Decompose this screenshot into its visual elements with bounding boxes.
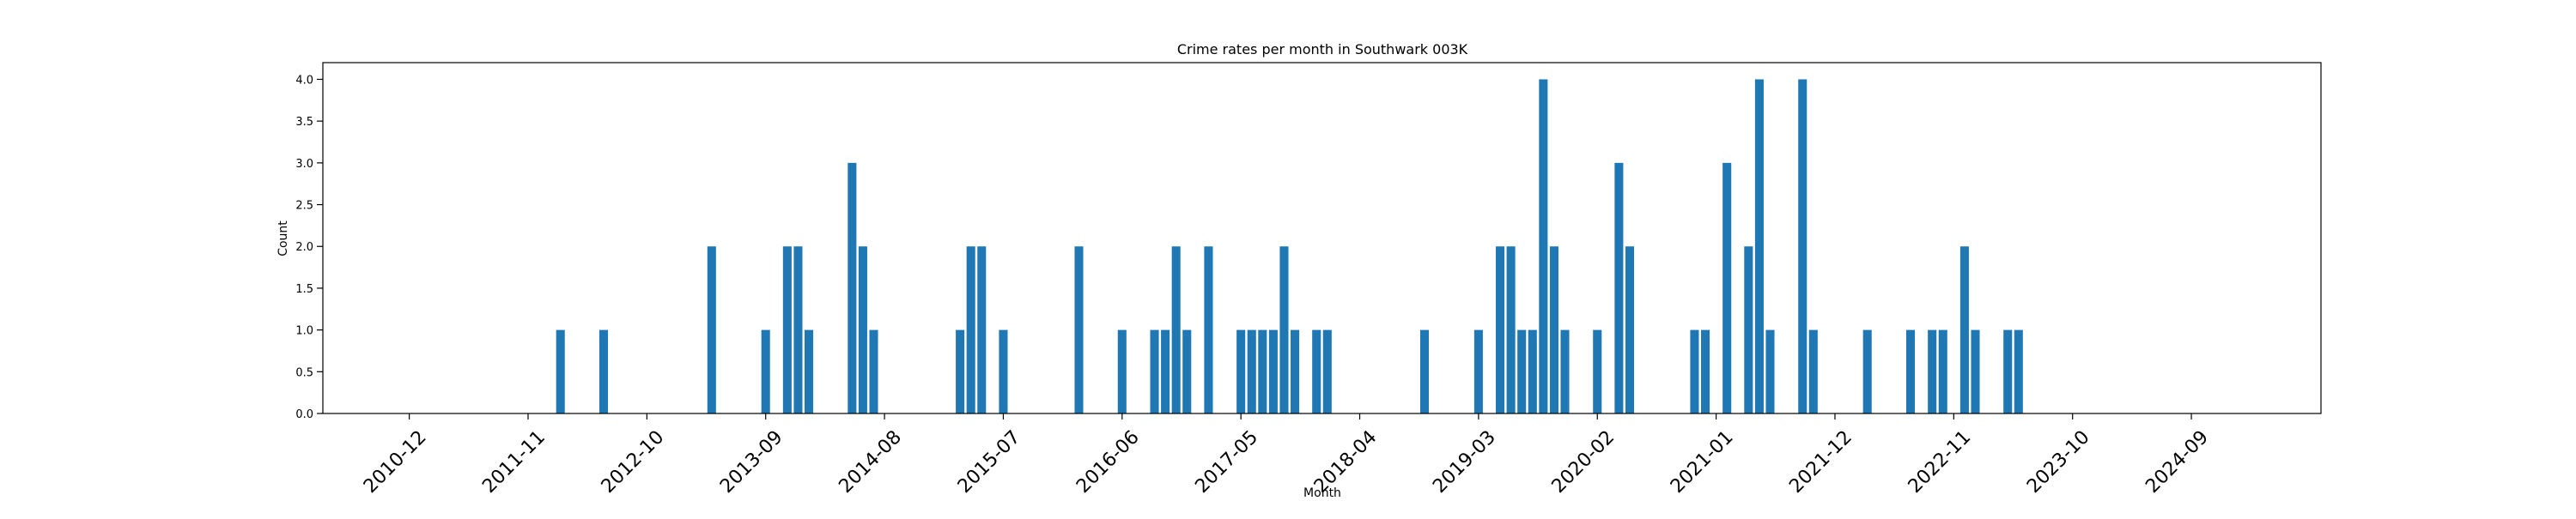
y-tick-label: 2.5 [295,200,313,213]
x-tick-label: 2013-09 [716,426,787,498]
bar-2017-10 [1291,329,1300,413]
bar-2014-06 [858,246,867,413]
x-tick-label: 2012-10 [598,426,669,498]
bar-2018-01 [1322,329,1332,413]
x-tick-label: 2015-07 [954,426,1025,498]
bar-2019-08 [1528,329,1537,413]
x-tick-label: 2011-11 [478,426,550,498]
x-tick-label: 2020-02 [1548,426,1619,498]
bar-2022-09 [1928,329,1937,413]
bar-2021-09 [1798,79,1807,413]
bar-2019-06 [1506,246,1516,413]
bar-2017-09 [1279,246,1289,413]
y-tick-label: 2.0 [295,241,313,254]
bar-2021-06 [1765,329,1775,413]
bar-2015-07 [999,329,1008,413]
bar-2023-05 [2014,329,2023,413]
bar-2022-03 [1862,329,1872,413]
x-tick-label: 2010-12 [360,426,431,498]
x-tick-label: 2021-12 [1785,426,1856,498]
bar-2016-11 [1171,246,1181,413]
y-tick-label: 3.0 [295,158,313,171]
bar-2021-02 [1722,162,1732,414]
bar-2014-01 [805,329,814,413]
bar-2022-10 [1938,329,1947,413]
bar-2015-05 [977,246,987,413]
bars-group [556,79,2023,414]
bar-2013-12 [793,246,803,413]
bar-2018-10 [1419,329,1430,413]
x-tick-label: 2023-10 [2023,426,2094,498]
bar-2020-04 [1614,162,1624,414]
bar-2017-02 [1204,246,1213,413]
bar-2015-04 [966,246,975,413]
bar-2020-02 [1593,329,1602,413]
bar-2017-05 [1236,329,1246,413]
x-tick-label: 2014-08 [835,426,906,498]
y-axis-label: Count [276,220,290,256]
x-tick-label: 2021-01 [1667,426,1738,498]
y-tick-label: 0.0 [295,408,313,421]
bar-2022-07 [1905,329,1916,413]
x-tick-label: 2022-11 [1905,426,1976,498]
bar-2021-05 [1754,79,1764,413]
bar-2016-09 [1150,329,1159,413]
x-tick-label: 2016-06 [1072,426,1144,498]
bar-2020-11 [1690,329,1699,413]
bar-2015-03 [956,329,965,413]
bar-2019-11 [1560,329,1570,413]
bar-2017-06 [1247,329,1256,413]
bar-2016-06 [1117,329,1127,413]
bar-2017-12 [1312,329,1321,413]
chart-title: Crime rates per month in Southwark 003K [1177,41,1468,57]
bar-2019-07 [1517,329,1527,413]
y-tick-label: 4.0 [295,74,313,87]
bar-2021-10 [1808,329,1818,413]
bar-2019-05 [1496,246,1505,413]
bar-2021-04 [1744,246,1753,413]
bar-2022-12 [1959,246,1969,413]
bar-2013-11 [782,246,792,413]
bar-2020-12 [1701,329,1710,413]
bar-2023-04 [2003,329,2013,413]
plot-frame [322,62,2322,414]
y-tick-label: 0.5 [295,366,313,379]
bar-2016-10 [1161,329,1170,413]
bar-2017-07 [1258,329,1267,413]
y-axis: 0.0 0.5 1.0 1.5 2.0 2.5 3.0 3.5 4.0 [295,74,323,421]
bar-2019-10 [1549,246,1558,413]
x-tick-label: 2024-09 [2142,426,2213,498]
y-tick-label: 3.5 [295,116,313,129]
bar-2023-01 [1971,329,1980,413]
bar-2020-05 [1625,246,1635,413]
y-tick-label: 1.5 [295,283,313,296]
bar-2014-05 [848,162,857,414]
bar-2014-07 [869,329,878,413]
x-tick-label: 2019-03 [1429,426,1500,498]
x-axis-label: Month [1303,486,1341,500]
bar-2013-09 [761,329,770,413]
y-tick-label: 1.0 [295,325,313,338]
bar-2016-12 [1182,329,1192,413]
bar-2012-02 [556,329,565,413]
x-axis: 2010-12 2011-11 2012-10 2013-09 2014-08 2015-… [360,413,2213,498]
bar-2019-09 [1539,79,1548,413]
bar-2017-08 [1268,329,1278,413]
x-tick-label: 2017-05 [1191,426,1262,498]
bar-2019-03 [1473,329,1483,413]
bar-2013-04 [707,246,716,413]
bar-2016-02 [1074,246,1084,413]
bar-2012-06 [599,329,609,413]
